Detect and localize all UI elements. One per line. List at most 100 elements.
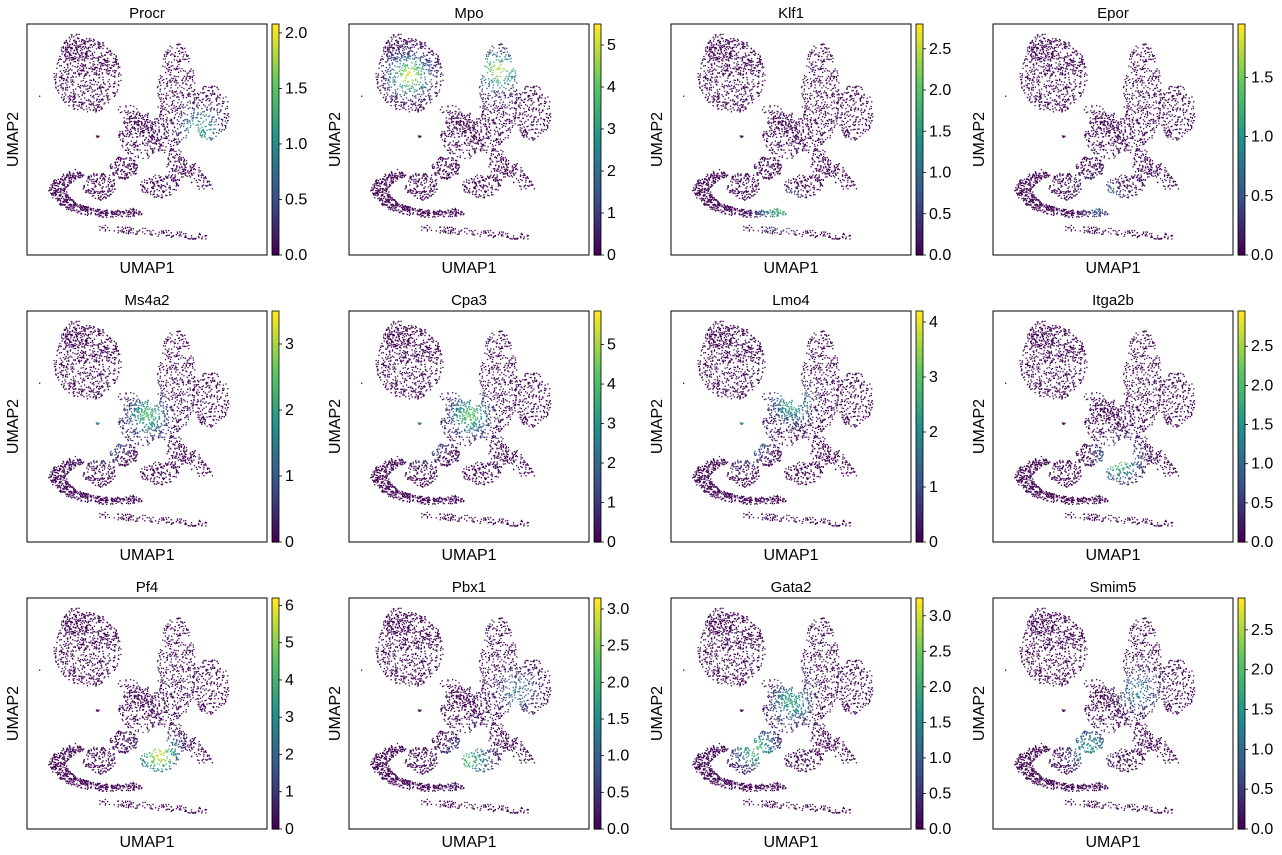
- scatter-point: [190, 84, 191, 85]
- scatter-point: [162, 106, 163, 107]
- scatter-point: [228, 116, 229, 117]
- scatter-point: [174, 138, 175, 139]
- scatter-point: [122, 131, 123, 132]
- scatter-point: [112, 166, 113, 167]
- scatter-point: [99, 86, 100, 87]
- scatter-point: [78, 74, 79, 75]
- scatter-point: [72, 81, 73, 82]
- scatter-point: [90, 101, 91, 102]
- scatter-point: [74, 61, 75, 62]
- scatter-point: [203, 104, 204, 105]
- scatter-point: [82, 92, 83, 93]
- scatter-point: [171, 119, 172, 120]
- scatter-point: [198, 127, 199, 128]
- colorbar-segment: [272, 209, 279, 213]
- scatter-point: [97, 94, 98, 95]
- scatter-point: [129, 134, 130, 135]
- scatter-point: [144, 182, 145, 183]
- scatter-point: [116, 91, 117, 92]
- scatter-point: [138, 118, 139, 119]
- scatter-point: [139, 125, 140, 126]
- scatter-point: [66, 199, 67, 200]
- scatter-point: [413, 80, 414, 81]
- scatter-point: [150, 148, 151, 149]
- scatter-point: [179, 114, 180, 115]
- scatter-point: [156, 118, 157, 119]
- scatter-point: [177, 48, 178, 49]
- scatter-point: [134, 171, 135, 172]
- scatter-point: [128, 168, 129, 169]
- scatter-point: [411, 75, 412, 76]
- scatter-point: [398, 76, 399, 77]
- scatter-point: [416, 52, 417, 53]
- scatter-point: [56, 68, 57, 69]
- scatter-point: [59, 183, 60, 184]
- colorbar-segment: [272, 97, 279, 101]
- scatter-point: [202, 99, 203, 100]
- scatter-point: [109, 83, 110, 84]
- scatter-point: [75, 205, 76, 206]
- scatter-point: [181, 115, 182, 116]
- scatter-point: [441, 67, 442, 68]
- scatter-point: [171, 91, 172, 92]
- scatter-point: [227, 101, 228, 102]
- scatter-point: [180, 70, 181, 71]
- scatter-point: [55, 190, 56, 191]
- scatter-point: [71, 55, 72, 56]
- scatter-point: [101, 90, 102, 91]
- scatter-point: [70, 50, 71, 51]
- scatter-point: [191, 170, 192, 171]
- scatter-point: [101, 64, 102, 65]
- scatter-point: [205, 235, 206, 236]
- scatter-point: [381, 65, 382, 66]
- scatter-point: [150, 231, 151, 232]
- scatter-point: [99, 74, 100, 75]
- scatter-point: [93, 103, 94, 104]
- scatter-point: [175, 131, 176, 132]
- scatter-point: [165, 128, 166, 129]
- scatter-point: [133, 167, 134, 168]
- scatter-point: [214, 86, 215, 87]
- scatter-point: [61, 87, 62, 88]
- scatter-point: [114, 96, 115, 97]
- scatter-point: [107, 213, 108, 214]
- scatter-point: [107, 66, 108, 67]
- scatter-point: [77, 105, 78, 106]
- scatter-point: [149, 122, 150, 123]
- scatter-point: [83, 206, 84, 207]
- scatter-point: [188, 61, 189, 62]
- scatter-point: [127, 125, 128, 126]
- scatter-point: [80, 91, 81, 92]
- scatter-point: [168, 52, 169, 53]
- scatter-point: [416, 84, 417, 85]
- scatter-point: [69, 60, 70, 61]
- scatter-point: [80, 175, 81, 176]
- scatter-point: [388, 101, 389, 102]
- scatter-point: [217, 105, 218, 106]
- scatter-point: [176, 134, 177, 135]
- scatter-point: [196, 180, 197, 181]
- scatter-point: [133, 113, 134, 114]
- scatter-point: [163, 142, 164, 143]
- scatter-point: [83, 186, 84, 187]
- scatter-point: [71, 34, 72, 35]
- scatter-point: [163, 120, 164, 121]
- scatter-point: [116, 159, 117, 160]
- scatter-point: [159, 148, 160, 149]
- scatter-point: [167, 95, 168, 96]
- scatter-point: [63, 87, 64, 88]
- scatter-point: [61, 198, 62, 199]
- scatter-point: [114, 162, 115, 163]
- scatter-point: [85, 46, 86, 47]
- scatter-point: [99, 215, 100, 216]
- scatter-point: [191, 116, 192, 117]
- scatter-point: [177, 62, 178, 63]
- scatter-point: [93, 91, 94, 92]
- scatter-point: [93, 189, 94, 190]
- scatter-point: [72, 206, 73, 207]
- scatter-point: [153, 188, 154, 189]
- scatter-point: [102, 65, 103, 66]
- scatter-point: [169, 120, 170, 121]
- scatter-point: [414, 53, 415, 54]
- scatter-point: [436, 86, 437, 87]
